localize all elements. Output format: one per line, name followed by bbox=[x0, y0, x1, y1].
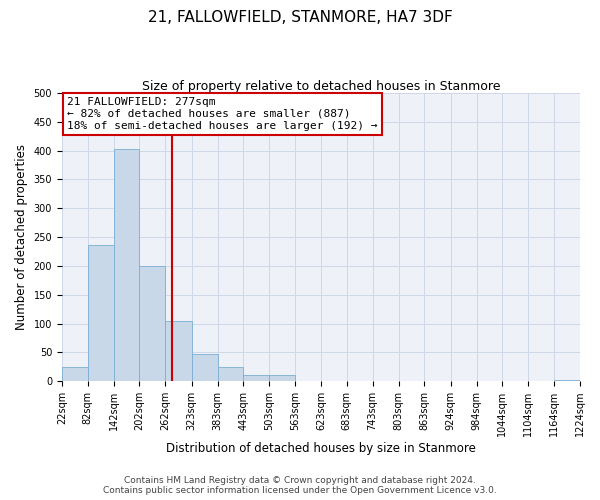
Bar bbox=[554, 380, 580, 381]
Title: Size of property relative to detached houses in Stanmore: Size of property relative to detached ho… bbox=[142, 80, 500, 93]
Bar bbox=[218, 367, 244, 381]
Bar bbox=[166, 320, 191, 381]
Bar bbox=[191, 354, 218, 381]
Bar bbox=[113, 149, 139, 381]
Text: 21 FALLOWFIELD: 277sqm
← 82% of detached houses are smaller (887)
18% of semi-de: 21 FALLOWFIELD: 277sqm ← 82% of detached… bbox=[67, 98, 377, 130]
Bar bbox=[244, 376, 269, 381]
Text: 21, FALLOWFIELD, STANMORE, HA7 3DF: 21, FALLOWFIELD, STANMORE, HA7 3DF bbox=[148, 10, 452, 25]
X-axis label: Distribution of detached houses by size in Stanmore: Distribution of detached houses by size … bbox=[166, 442, 476, 455]
Bar bbox=[139, 266, 166, 381]
Bar bbox=[62, 367, 88, 381]
Bar bbox=[88, 244, 113, 381]
Y-axis label: Number of detached properties: Number of detached properties bbox=[15, 144, 28, 330]
Text: Contains HM Land Registry data © Crown copyright and database right 2024.
Contai: Contains HM Land Registry data © Crown c… bbox=[103, 476, 497, 495]
Bar bbox=[269, 376, 295, 381]
